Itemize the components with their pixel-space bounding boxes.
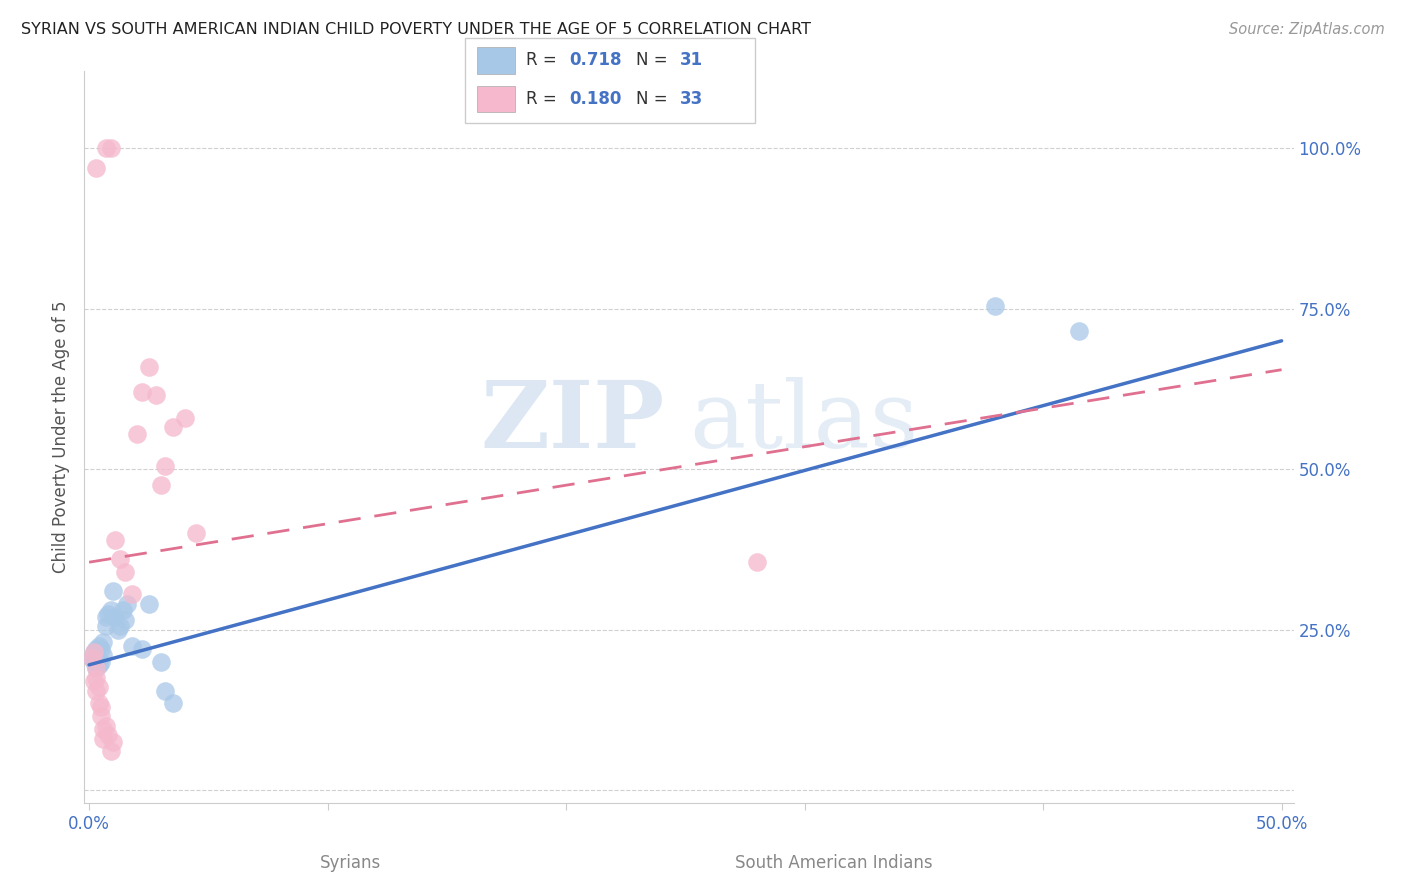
Point [97,728,120,742]
Point [90,641,112,656]
Point [94,609,117,624]
Point [80,651,103,665]
Point [84,661,107,675]
Point [984,299,1007,313]
Point [108,552,131,566]
Point [84,671,107,685]
Point [108,619,131,633]
Point [1067,324,1090,338]
Point [87,697,110,711]
Point [101,735,124,749]
Point [93,648,115,663]
Point [125,426,148,441]
Point [101,584,124,599]
Point [80,651,103,665]
Point [93,635,115,649]
Text: SYRIAN VS SOUTH AMERICAN INDIAN CHILD POVERTY UNDER THE AGE OF 5 CORRELATION CHA: SYRIAN VS SOUTH AMERICAN INDIAN CHILD PO… [21,22,811,37]
Point [100,141,122,155]
Point [87,657,110,672]
Point [94,141,117,155]
Point [155,458,177,473]
Point [84,161,107,175]
Point [90,655,112,669]
Point [138,359,160,374]
Text: ZIP: ZIP [481,377,665,467]
Text: South American Indians: South American Indians [735,854,932,872]
Point [83,655,105,669]
Point [84,661,107,675]
Point [121,639,143,653]
Point [97,607,120,621]
Point [100,603,122,617]
Point [83,645,105,659]
Text: Source: ZipAtlas.com: Source: ZipAtlas.com [1229,22,1385,37]
Text: Syrians: Syrians [319,854,381,872]
Point [138,597,160,611]
Point [87,681,110,695]
Point [131,385,153,400]
Point [149,478,172,492]
Point [186,526,208,541]
Point [90,709,112,723]
Point [117,597,139,611]
Point [114,565,136,579]
Point [111,603,134,617]
Point [90,699,112,714]
Point [83,673,105,688]
Point [149,655,172,669]
Point [87,639,110,653]
Text: atlas: atlas [689,377,918,467]
Point [107,623,129,637]
Point [114,613,136,627]
Point [100,744,122,758]
Point [84,641,107,656]
Point [93,722,115,736]
Point [94,619,117,633]
Y-axis label: Child Poverty Under the Age of 5: Child Poverty Under the Age of 5 [52,301,70,574]
Point [162,697,184,711]
Point [131,641,153,656]
Point [83,645,105,659]
Point [84,683,107,698]
Point [173,410,195,425]
Point [104,533,127,547]
Point [155,683,177,698]
Point [121,587,143,601]
Point [94,719,117,733]
Point [145,388,167,402]
Point [745,555,768,569]
Point [104,609,127,624]
Point [162,420,184,434]
Point [84,648,107,663]
Point [93,731,115,746]
